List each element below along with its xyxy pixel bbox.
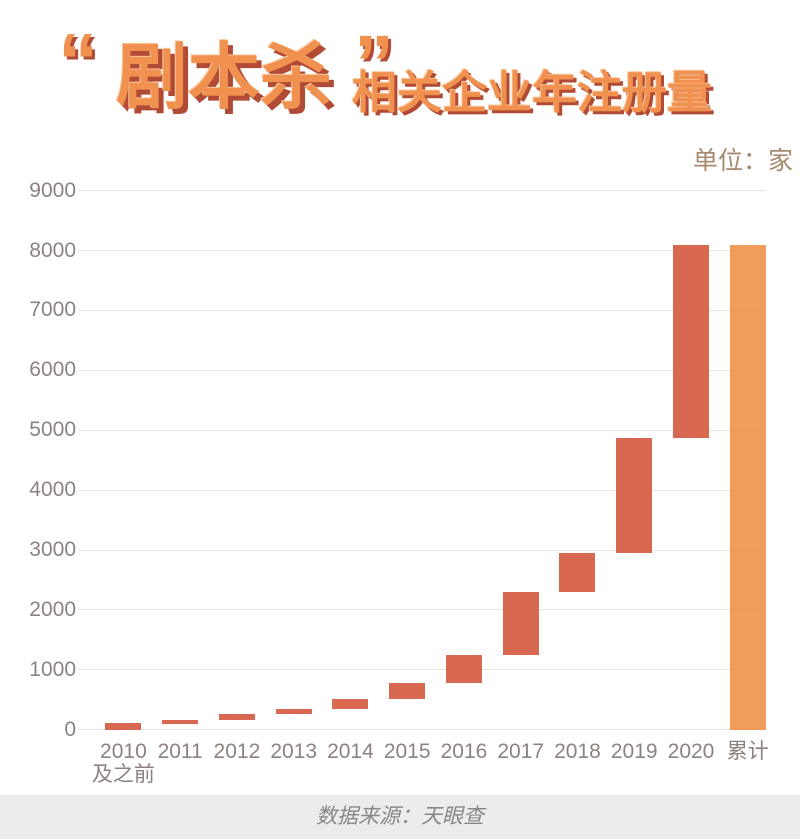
gridline-8000 [78,250,766,251]
x-tick-label-2019: 2019 [610,740,658,763]
y-tick-label-6000: 6000 [29,358,76,382]
title-subtitle-text: 相关企业年注册量 [352,67,713,118]
bar-2016 [445,654,482,683]
x-tick-label-2016: 2016 [440,740,488,763]
x-tick-label-累计: 累计 [726,740,769,763]
x-tick-label-2010及之前: 2010 [100,740,147,763]
bar-2017 [502,591,539,655]
x-tick-label-2015: 2015 [383,740,431,763]
data-source-text: 数据来源：天眼查 [316,805,484,828]
x-tick-label-2011: 2011 [157,740,203,763]
gridline-3000 [78,549,766,551]
bar-2010及之前 [105,723,142,730]
y-tick-label-9000: 9000 [29,178,76,202]
close-quote-decoration: ” [354,19,394,108]
bar-2018 [559,552,596,592]
x-tick-label-2018: 2018 [554,740,601,763]
x-tick-label-2017: 2017 [497,740,545,763]
bar-2020 [673,244,709,438]
chart-title-block: “ 剧本杀 ” 相关企业年注册量 [0,0,800,140]
source-footer-band: 数据来源：天眼查 [0,795,800,839]
x-tick-label-2014: 2014 [327,740,374,763]
gridline-1000 [78,669,766,671]
bar-2014 [332,698,369,709]
y-tick-label-4000: 4000 [29,478,76,502]
gridline-4000 [78,489,766,491]
y-tick-label-1000: 1000 [29,657,76,681]
bar-2011 [162,719,199,724]
waterfall-chart: 0 1000 2000 3000 4000 5000 6000 7000 8000 9000 201… [29,178,769,786]
y-tick-label-8000: 8000 [29,238,76,262]
gridline-0 [78,729,766,731]
x-tick-label-2010及之前-line2: 及之前 [91,763,155,786]
x-tick-label-2020: 2020 [667,740,715,763]
gridline-6000 [78,369,766,371]
y-tick-label-7000: 7000 [29,298,76,322]
open-quote-decoration: “ [58,17,98,106]
y-tick-label-2000: 2000 [29,597,76,621]
bar-2015 [389,682,426,699]
unit-label: 单位：家 [692,147,793,175]
y-tick-label-0: 0 [64,717,76,741]
bar-2013 [275,708,312,715]
gridline-5000 [78,429,766,431]
title-main-text: 剧本杀 [116,38,333,118]
y-tick-label-5000: 5000 [29,418,76,442]
gridline-2000 [78,609,766,611]
x-tick-label-2013: 2013 [270,740,318,763]
bar-2019 [616,437,653,553]
bar-2012 [218,714,255,720]
y-tick-label-3000: 3000 [29,538,76,561]
bar-累计 [729,244,766,730]
gridline-7000 [78,309,766,311]
gridline-9000 [78,190,766,192]
x-tick-label-2012: 2012 [213,740,261,763]
